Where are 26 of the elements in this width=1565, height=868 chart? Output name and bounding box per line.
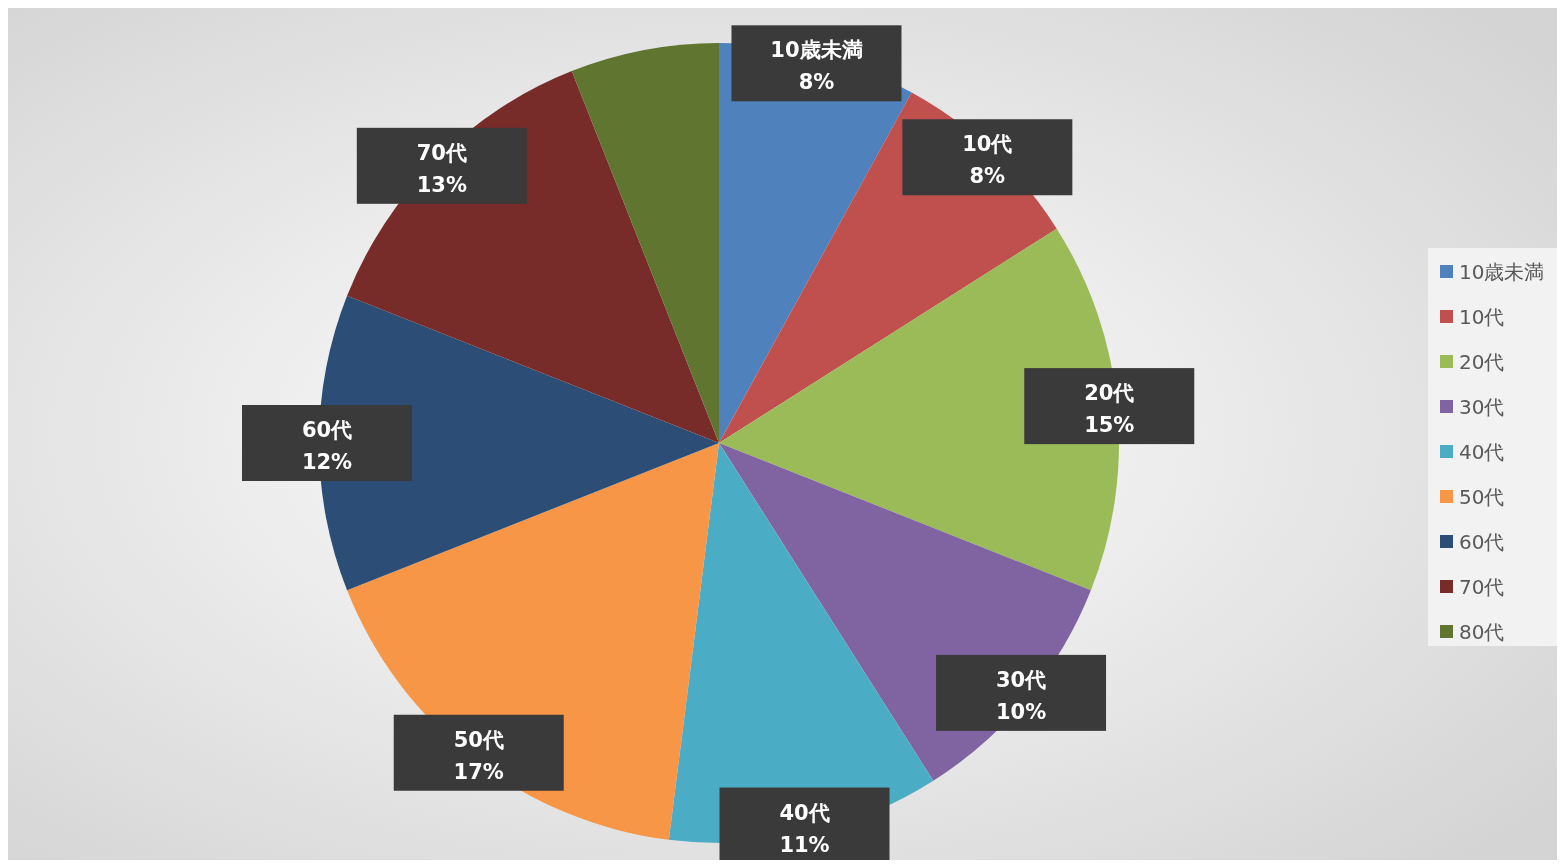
legend-label: 30代 (1459, 395, 1505, 419)
legend-label: 50代 (1459, 485, 1505, 509)
slice-label: 10歳未満 (770, 38, 863, 63)
slice-label: 40代 (779, 800, 830, 825)
legend-label: 10代 (1459, 305, 1505, 329)
legend-label: 10歳未満 (1459, 260, 1545, 284)
pie-slice (571, 43, 719, 443)
data-label: 17% (453, 759, 504, 784)
data-label: 12% (301, 450, 353, 474)
slice-label: 50代 (453, 727, 504, 752)
slice-label: 10代 (962, 132, 1013, 157)
legend-label: 70代 (1459, 575, 1505, 599)
data-label: 15% (1084, 413, 1135, 438)
data-label: 13% (416, 172, 467, 197)
slice-label: 70代 (416, 140, 467, 165)
slice-label: 20代 (1084, 381, 1135, 406)
legend-label: 60代 (1459, 530, 1505, 554)
data-label: 8% (798, 70, 835, 95)
legend-label: 40代 (1459, 440, 1505, 464)
legend-label: 80代 (1459, 620, 1505, 644)
data-label: 11% (779, 832, 830, 857)
data-label: 8% (969, 164, 1006, 189)
data-label: 10% (995, 699, 1047, 724)
slice-label: 30代 (995, 667, 1047, 692)
slice-label: 60代 (301, 418, 353, 442)
legend-label: 20代 (1459, 350, 1505, 374)
